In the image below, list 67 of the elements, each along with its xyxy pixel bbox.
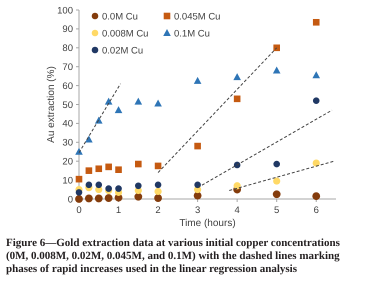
point — [154, 100, 162, 107]
y-tick-label: 30 — [62, 138, 73, 149]
point — [134, 98, 142, 105]
point — [95, 165, 102, 172]
point — [135, 182, 142, 190]
y-tick-label: 40 — [62, 118, 73, 130]
point — [114, 106, 122, 114]
point — [312, 97, 320, 104]
point — [86, 167, 92, 174]
point — [75, 148, 83, 155]
point — [105, 185, 112, 192]
x-tick-label: 2 — [155, 205, 161, 216]
point — [273, 44, 280, 52]
caption: Figure 6—Gold extraction data at various initial copper concentrations (0M, 0.008M, 0.02M, 0.045M, and 0.1M) with the dashed lines marking phases of rapid increases used in the linear regression analysis — [6, 237, 341, 275]
x-tick-label: 5 — [274, 205, 280, 216]
point — [312, 192, 320, 200]
point — [272, 66, 280, 74]
legend-label: 0.1M Cu — [174, 28, 210, 40]
y-tick-label: 10 — [62, 175, 73, 186]
point — [135, 160, 142, 168]
point — [194, 76, 202, 84]
legend-label: 0.045M Cu — [174, 11, 220, 22]
point — [312, 18, 320, 26]
point — [115, 185, 122, 192]
point — [273, 160, 280, 168]
point — [75, 195, 83, 203]
x-tick-label: 6 — [314, 205, 319, 216]
point — [234, 182, 241, 190]
point — [194, 192, 202, 200]
point — [233, 73, 241, 80]
y-tick-label: 50 — [62, 100, 73, 111]
point — [312, 71, 320, 78]
point — [234, 96, 240, 102]
point — [194, 142, 201, 150]
point — [84, 194, 93, 202]
y-axis-title: Au extraction (%) — [46, 66, 57, 143]
point — [154, 194, 162, 202]
legend-label: 0.008M Cu — [102, 28, 148, 40]
x-tick-label: 4 — [234, 205, 240, 216]
point — [76, 189, 82, 196]
point — [272, 190, 281, 198]
point — [95, 182, 102, 188]
point — [154, 162, 162, 170]
y-tick-label: 80 — [62, 43, 73, 54]
point — [154, 182, 162, 188]
point — [134, 192, 142, 201]
point — [312, 159, 320, 167]
x-axis-title: Time (hours) — [179, 218, 236, 229]
y-tick-label: 60 — [62, 80, 73, 92]
x-tick-label: 0 — [76, 205, 82, 216]
x-tick-label: 3 — [194, 205, 200, 216]
x-tick-label: 1 — [116, 205, 122, 216]
point — [273, 177, 280, 185]
point — [105, 164, 112, 170]
y-tick-label: 20 — [62, 156, 73, 168]
point — [76, 176, 82, 182]
point — [86, 182, 92, 188]
point — [94, 194, 103, 202]
legend-label: 0.0M Cu — [102, 11, 138, 22]
point — [115, 166, 122, 174]
point — [154, 188, 162, 196]
y-tick-label: 70 — [62, 62, 73, 74]
legend-label: 0.02M Cu — [102, 45, 144, 56]
y-tick-label: 90 — [62, 24, 73, 36]
y-tick-label: 100 — [57, 5, 73, 16]
point — [104, 194, 113, 202]
y-tick-label: 0 — [68, 194, 73, 206]
